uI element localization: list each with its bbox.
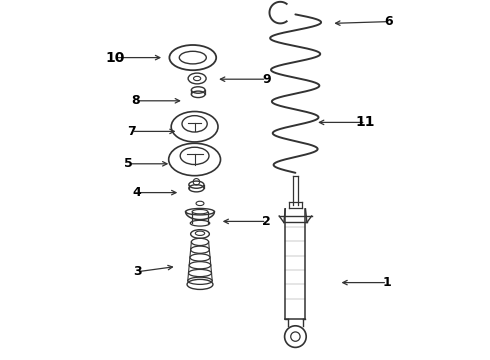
Text: 3: 3 [133, 265, 141, 278]
Text: 7: 7 [127, 125, 136, 138]
Text: 11: 11 [356, 116, 375, 129]
Text: 4: 4 [133, 186, 142, 199]
Text: 10: 10 [106, 51, 125, 64]
Text: 8: 8 [131, 94, 140, 107]
Text: 9: 9 [262, 73, 271, 86]
Text: 1: 1 [383, 276, 392, 289]
Text: 2: 2 [262, 215, 271, 228]
Text: 6: 6 [385, 15, 393, 28]
Text: 5: 5 [123, 157, 132, 170]
